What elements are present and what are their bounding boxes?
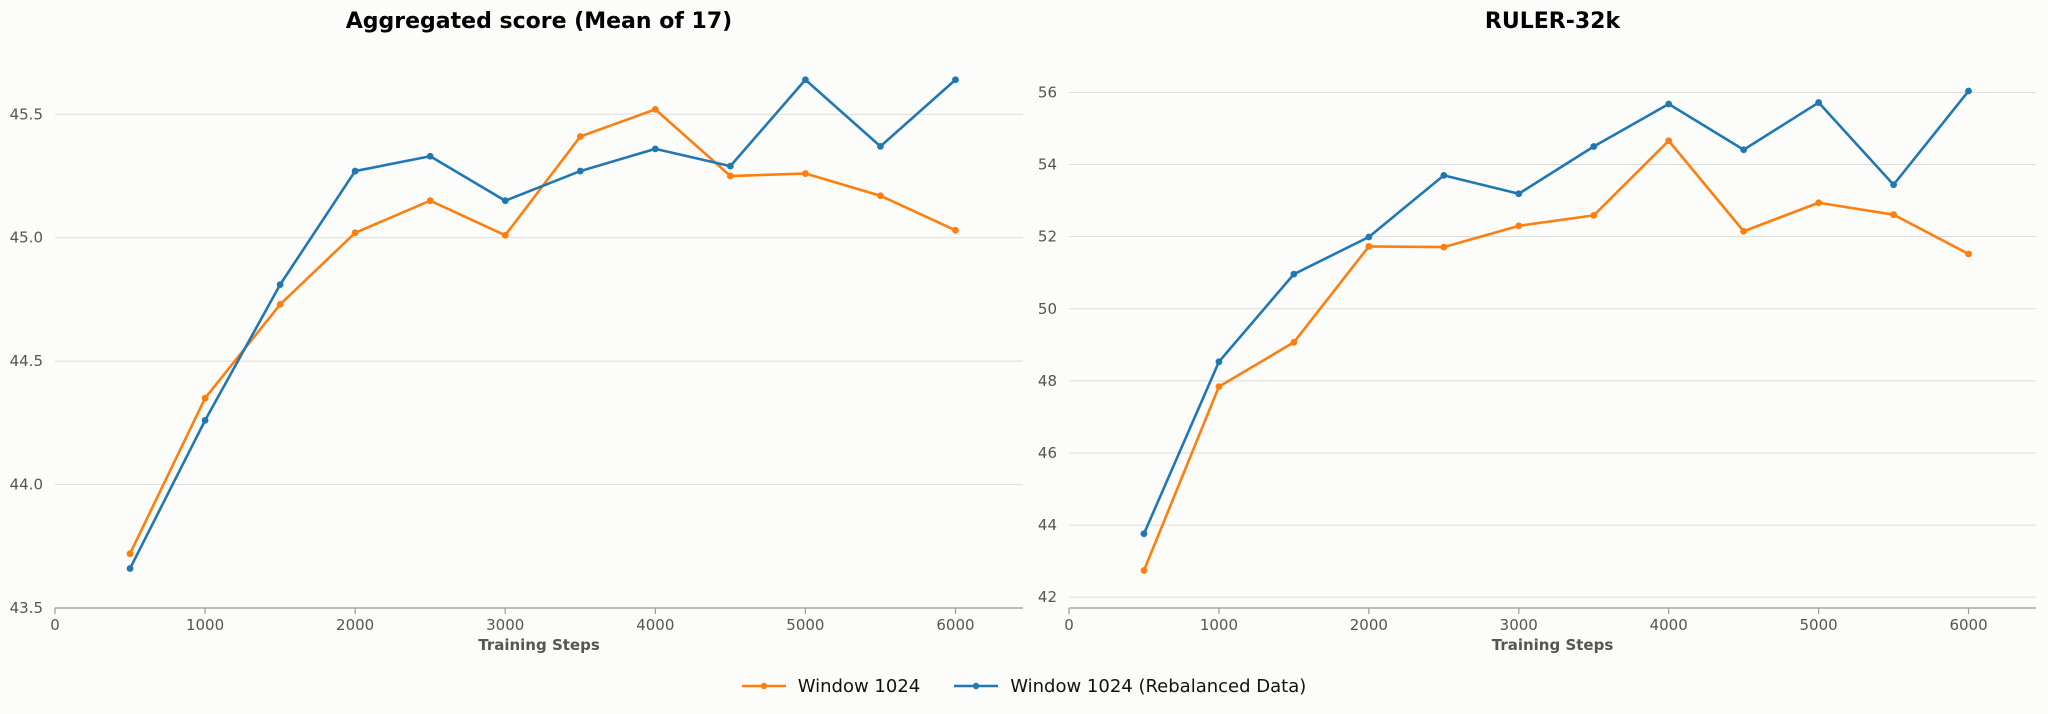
data-point xyxy=(1440,243,1448,251)
y-tick-label: 44 xyxy=(1038,516,1057,534)
x-tick-label: 1000 xyxy=(186,616,224,634)
data-point xyxy=(426,197,434,205)
data-point xyxy=(1215,358,1223,366)
chart-title: Aggregated score (Mean of 17) xyxy=(346,9,732,34)
data-point xyxy=(1665,100,1673,108)
y-tick-label: 50 xyxy=(1038,300,1057,318)
series-line xyxy=(1142,90,1970,535)
data-point xyxy=(952,76,959,84)
data-point xyxy=(1590,211,1598,219)
data-point xyxy=(952,226,959,234)
legend: Window 1024 Window 1024 (Rebalanced Data… xyxy=(0,668,2048,704)
data-point xyxy=(651,145,659,153)
data-point xyxy=(201,416,209,424)
x-tick-label: 0 xyxy=(1064,616,1074,634)
data-point xyxy=(426,152,434,160)
series-window-1024-rebalanced-data xyxy=(126,76,959,572)
x-tick-label: 5000 xyxy=(786,616,824,634)
x-tick-label: 6000 xyxy=(1949,616,1987,634)
data-point xyxy=(576,133,584,140)
data-point xyxy=(1515,222,1523,230)
y-tick-label: 54 xyxy=(1038,156,1057,174)
data-point xyxy=(1665,137,1673,145)
data-point xyxy=(351,229,359,237)
data-point xyxy=(1890,181,1897,189)
x-tick-label: 6000 xyxy=(936,616,974,634)
x-axis-label: Training Steps xyxy=(1492,636,1614,654)
data-point xyxy=(1815,199,1823,207)
x-tick-label: 5000 xyxy=(1800,616,1838,634)
legend-swatch-blue xyxy=(954,682,999,690)
data-point xyxy=(1290,270,1298,278)
data-point xyxy=(651,105,659,113)
legend-swatch-orange xyxy=(741,682,786,690)
y-tick-label: 44.5 xyxy=(10,352,43,370)
y-tick-label: 45.0 xyxy=(10,229,43,247)
data-point xyxy=(1140,567,1148,574)
data-point xyxy=(1965,250,1972,258)
x-tick-label: 2000 xyxy=(1350,616,1388,634)
y-tick-label: 42 xyxy=(1038,588,1057,606)
x-tick-label: 2000 xyxy=(336,616,374,634)
data-point xyxy=(877,142,884,150)
data-point xyxy=(126,550,134,558)
legend-label: Window 1024 xyxy=(797,675,921,697)
data-point xyxy=(726,162,734,170)
data-point xyxy=(126,565,134,572)
x-tick-label: 3000 xyxy=(1500,616,1538,634)
data-point xyxy=(1290,338,1298,346)
series-line xyxy=(1142,139,1970,572)
y-tick-label: 52 xyxy=(1038,228,1057,246)
x-tick-label: 3000 xyxy=(486,616,524,634)
x-axis-label: Training Steps xyxy=(478,636,600,654)
legend-item-window-1024-rebalanced: Window 1024 (Rebalanced Data) xyxy=(954,676,1306,697)
data-point xyxy=(1740,227,1748,235)
x-tick-label: 1000 xyxy=(1200,616,1238,634)
data-point xyxy=(801,170,809,177)
series-window-1024-rebalanced-data xyxy=(1140,87,1972,538)
data-point xyxy=(1590,143,1598,150)
data-point xyxy=(1140,530,1148,538)
legend-item-window-1024: Window 1024 xyxy=(741,675,921,697)
y-tick-label: 43.5 xyxy=(10,599,43,617)
data-point xyxy=(1365,233,1373,241)
data-point xyxy=(877,192,884,200)
data-point xyxy=(1215,383,1223,391)
data-point xyxy=(276,281,284,289)
data-point xyxy=(1965,87,1972,95)
y-tick-label: 56 xyxy=(1038,83,1057,101)
data-point xyxy=(351,167,359,175)
data-point xyxy=(276,300,284,308)
legend-label: Window 1024 (Rebalanced Data) xyxy=(1010,675,1307,697)
y-tick-label: 45.5 xyxy=(10,105,43,123)
x-tick-label: 4000 xyxy=(1650,616,1688,634)
data-point xyxy=(1515,190,1523,198)
data-point xyxy=(501,197,509,205)
y-tick-label: 48 xyxy=(1038,372,1057,390)
x-tick-label: 4000 xyxy=(636,616,674,634)
data-point xyxy=(726,172,734,180)
y-tick-label: 46 xyxy=(1038,444,1057,462)
chart-aggregated-score: Aggregated score (Mean of 17) 43.5 44.0 44.… xyxy=(10,9,1023,654)
series-window-1024 xyxy=(1140,137,1972,574)
x-tick-label: 0 xyxy=(50,616,60,634)
data-point xyxy=(801,76,809,84)
data-point xyxy=(501,231,509,239)
series-window-1024 xyxy=(126,105,959,558)
data-point xyxy=(1365,242,1373,250)
y-tick-label: 44.0 xyxy=(10,476,43,494)
data-point xyxy=(1890,211,1897,219)
chart-ruler-32k: RULER-32k 42 44 46 48 50 52 54 56 0 1000 2000 3000 40… xyxy=(1038,9,2036,654)
data-point xyxy=(201,394,209,402)
data-point xyxy=(1815,99,1823,106)
series-line xyxy=(128,78,957,570)
chart-title: RULER-32k xyxy=(1485,9,1622,34)
data-point xyxy=(1740,146,1748,154)
data-point xyxy=(1440,171,1448,179)
data-point xyxy=(576,167,584,175)
